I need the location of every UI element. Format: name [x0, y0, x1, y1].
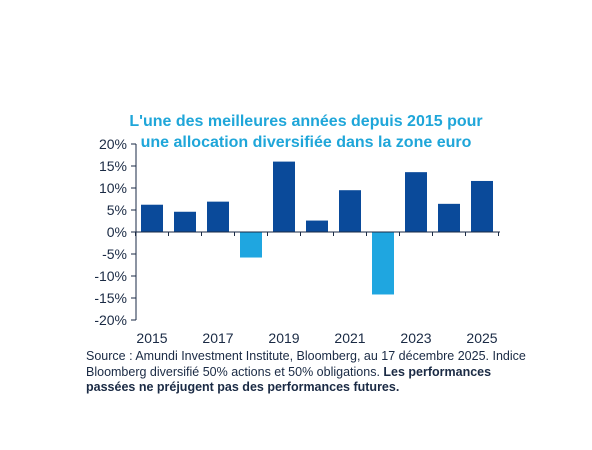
y-tick-label: -20% — [94, 312, 127, 328]
x-axis: 2015 2017 2019 2021 2023 2025 — [135, 231, 500, 346]
x-tick-label: 2019 — [268, 330, 299, 346]
x-tick-label: 2015 — [136, 330, 167, 346]
y-tick-label: -10% — [94, 268, 127, 284]
x-tick-label: 2017 — [202, 330, 233, 346]
chart-title: L'une des meilleures années depuis 2015 … — [96, 111, 516, 153]
x-tick-label: 2021 — [334, 330, 365, 346]
bar-2022 — [372, 232, 394, 295]
chart-title-line-2: une allocation diversifiée dans la zone … — [140, 134, 472, 151]
bar-2023 — [405, 172, 427, 232]
x-tick-label: 2023 — [400, 330, 431, 346]
y-tick-label: 5% — [107, 202, 127, 218]
x-tick-label: 2025 — [466, 330, 497, 346]
y-axis: 20% 15% 10% 5% 0% -5% -10% -15% -20% — [94, 136, 137, 328]
y-tick-label: 0% — [107, 224, 127, 240]
bar-2015 — [141, 204, 163, 232]
source-text: Source : Amundi Investment Institute, Bl… — [86, 349, 526, 379]
chart-title-line-1: L'une des meilleures années depuis 2015 … — [129, 113, 483, 130]
bar-2021 — [339, 190, 361, 232]
y-tick-label: 15% — [99, 158, 127, 174]
y-tick-label: -5% — [102, 246, 127, 262]
bar-2020 — [306, 220, 328, 232]
bar-2016 — [174, 211, 196, 232]
bar-2024 — [438, 203, 460, 232]
bar-2018 — [240, 232, 262, 258]
source-note: Source : Amundi Investment Institute, Bl… — [86, 349, 526, 396]
y-tick-label: 20% — [99, 136, 127, 152]
source-disclaimer: Les performances passées ne préjugent pa… — [86, 364, 492, 395]
bars — [141, 161, 493, 295]
bar-2017 — [207, 201, 229, 232]
y-tick-label: 10% — [99, 180, 127, 196]
bar-2019 — [273, 161, 295, 232]
y-tick-label: -15% — [94, 290, 127, 306]
bar-2025 — [471, 180, 493, 232]
